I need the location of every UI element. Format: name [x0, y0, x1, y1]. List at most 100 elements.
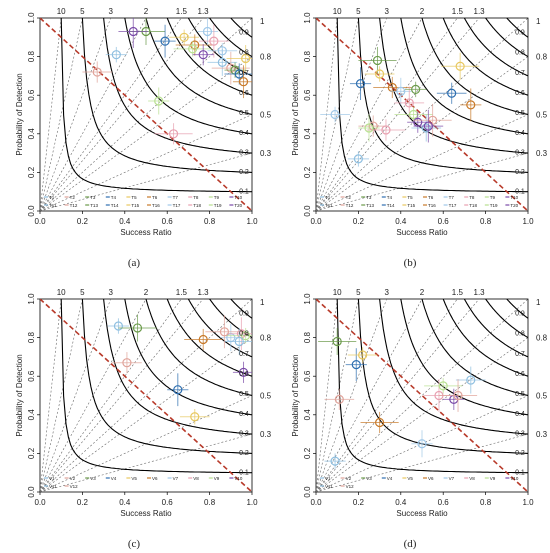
point-marker [234, 336, 244, 347]
point-marker [113, 321, 124, 331]
x-tick-label: 0.4 [119, 217, 131, 226]
point-marker [330, 456, 340, 466]
bias-label: 0.8 [536, 53, 548, 62]
legend-label: T2 [346, 195, 352, 200]
legend-label: T3 [90, 195, 96, 200]
point-marker [417, 439, 427, 449]
legend-label: T19 [490, 203, 498, 208]
x-tick-label: 0.2 [353, 498, 365, 507]
y-tick-label: 0.6 [27, 89, 36, 101]
y-tick-label: 0.4 [303, 409, 312, 421]
point-marker [111, 50, 121, 60]
point-marker [132, 323, 143, 333]
bias-line [40, 299, 83, 492]
legend-label: V5 [407, 476, 413, 481]
csi-label: 0.6 [239, 371, 249, 378]
point-marker [198, 50, 208, 60]
legend-label: V12 [346, 484, 355, 489]
bias-label: 0.3 [536, 149, 548, 158]
csi-label: 0.5 [515, 391, 525, 398]
bias-label: 10 [57, 288, 66, 297]
csi-curve [421, 18, 528, 116]
legend-label: V1 [325, 476, 331, 481]
legend-label: T15 [131, 203, 139, 208]
point-marker [455, 61, 465, 71]
legend-label: T8 [193, 195, 199, 200]
y-tick-label: 0.0 [303, 486, 312, 498]
csi-curve [400, 18, 528, 135]
csi-label: 0.4 [515, 130, 525, 137]
legend-label: T17 [173, 203, 181, 208]
data-point [192, 44, 214, 66]
legend-label: T5 [407, 195, 413, 200]
legend-label: V10 [234, 476, 243, 481]
csi-label: 0.2 [515, 169, 525, 176]
data-point [345, 348, 367, 382]
legend-label: V3 [366, 476, 372, 481]
point-marker [447, 88, 457, 98]
csi-curve [506, 299, 528, 319]
csi-label: 0.5 [239, 110, 249, 117]
data-point [112, 352, 142, 374]
csi-label: 0.4 [239, 130, 249, 137]
bias-line [316, 152, 528, 211]
y-tick-label: 1.0 [27, 293, 36, 305]
y-tick-label: 0.4 [27, 409, 36, 421]
data-point [205, 315, 244, 349]
bias-label: 1.3 [474, 288, 486, 297]
legend-label: V4 [111, 476, 117, 481]
csi-curve [103, 18, 252, 154]
data-point [118, 18, 149, 48]
bias-line [316, 299, 423, 492]
x-tick-label: 0.0 [310, 498, 322, 507]
legend-label: V1 [49, 476, 55, 481]
point-marker [241, 53, 251, 64]
legend-label: T4 [111, 195, 117, 200]
bias-label: 3 [108, 7, 113, 16]
y-tick-label: 1.0 [303, 293, 312, 305]
legend-label: T18 [469, 203, 477, 208]
point-marker [173, 385, 183, 395]
point-marker [188, 44, 198, 54]
csi-curve [463, 299, 528, 358]
bias-label: 5 [356, 288, 361, 297]
legend-label: V2 [70, 476, 76, 481]
bias-line [40, 433, 252, 492]
bias-label: 1.3 [474, 7, 486, 16]
bias-label: 10 [333, 288, 342, 297]
data-point [455, 366, 486, 394]
bias-label: 2 [420, 288, 425, 297]
y-tick-label: 0.6 [27, 370, 36, 382]
bias-label: 3 [384, 288, 389, 297]
csi-label: 0.1 [239, 189, 249, 196]
bias-label: 5 [80, 7, 85, 16]
point-marker [241, 331, 251, 341]
panel-d: V1 V2 V3 V4 V5 V6 V7 V8 V9 V10 V11 V12 0.0 0.2 0.4 0.6 0… [291, 288, 548, 518]
legend-label: T9 [490, 195, 496, 200]
legend: T1 T2 T3 T4 T5 T6 T7 T8 T9 T10 T11 T12 T13 T14 T15 T16 T… [320, 195, 519, 208]
panel-a: T1 T2 T3 T4 T5 T6 T7 T8 T9 T10 T11 T12 T13 T14 T15 T16 T… [15, 7, 272, 237]
y-tick-label: 0.0 [27, 205, 36, 217]
x-tick-label: 0.6 [438, 217, 450, 226]
bias-label: 0.5 [260, 392, 272, 401]
csi-curve [379, 299, 528, 435]
legend-label: T12 [70, 203, 78, 208]
legend-label: T3 [366, 195, 372, 200]
csi-label: 0.7 [239, 70, 249, 77]
csi-curve [357, 18, 528, 173]
caption-b: (b) [404, 257, 417, 269]
csi-curve [230, 299, 252, 319]
data-point [347, 347, 378, 363]
csi-curve [60, 299, 252, 474]
plot-area [316, 299, 528, 492]
x-tick-label: 0.4 [119, 498, 131, 507]
data-point [349, 67, 372, 101]
data-point [411, 430, 433, 458]
bias-line [316, 299, 359, 492]
point-marker [179, 32, 189, 42]
x-tick-label: 0.2 [353, 217, 365, 226]
point-marker [154, 96, 164, 106]
legend-label: T18 [193, 203, 201, 208]
x-tick-label: 0.0 [310, 217, 322, 226]
plot-area [40, 299, 252, 492]
